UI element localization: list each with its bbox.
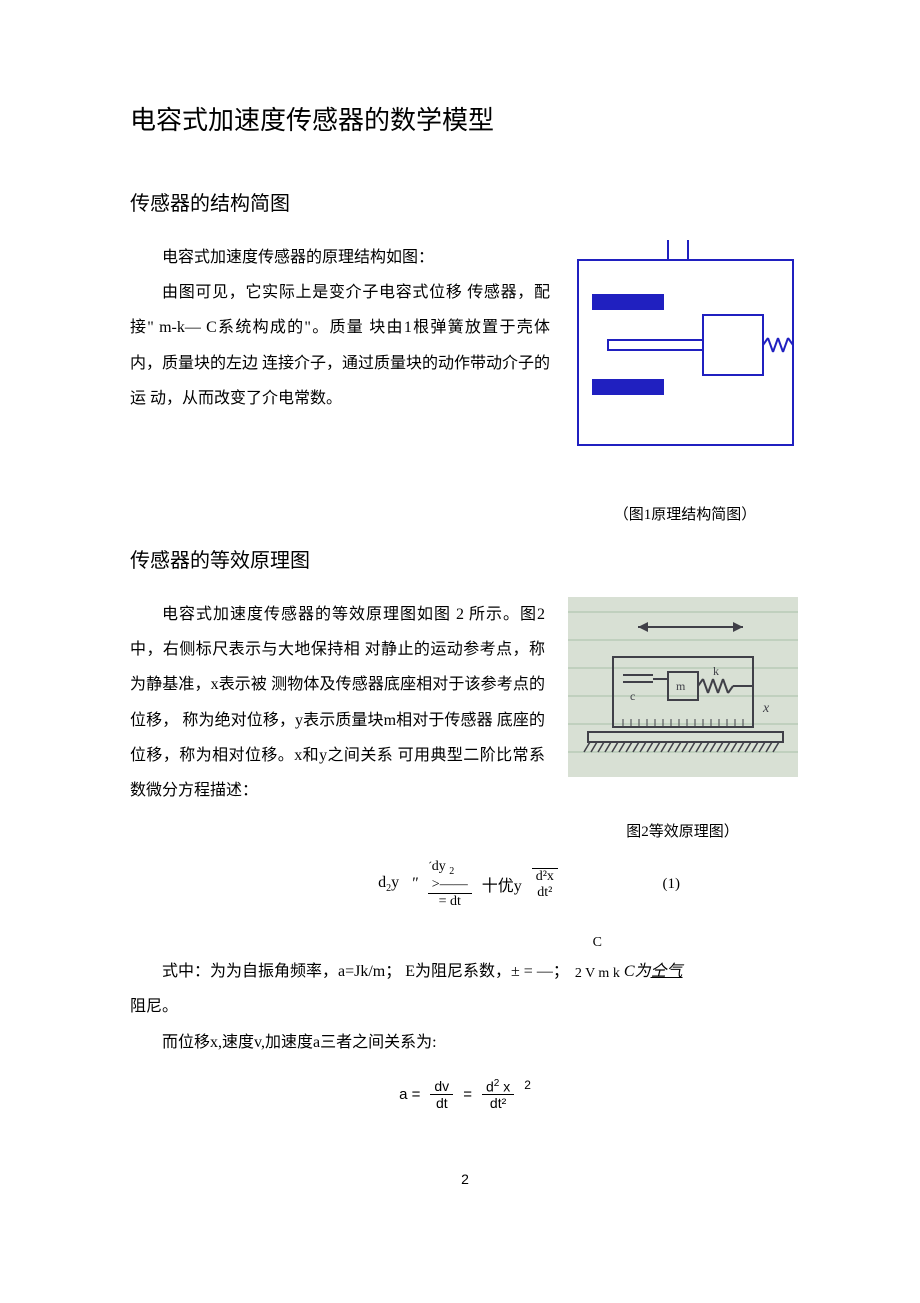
eq2-a: a = <box>399 1086 420 1103</box>
section1-heading: 传感器的结构简图 <box>130 187 800 216</box>
eq2-eq: = <box>463 1086 472 1103</box>
after-eq1-line1: 式中：为为自振角频率，a=Jk/m； E为阻尼系数，± = —； C 2 V m… <box>130 928 800 990</box>
eq1-frac2: d²x dt² <box>532 868 558 901</box>
equation-1: ˊ d2y " dy 2>—— = dt 十优y d²x dt² (1) <box>130 859 800 910</box>
figure2-block: m c k x 图2等效原理图） <box>565 597 800 841</box>
figure2-svg: m c k x <box>568 597 798 777</box>
section2-heading: 传感器的等效原理图 <box>130 544 800 573</box>
page-number: 2 <box>130 1171 800 1187</box>
eq1-number: (1) <box>663 876 681 893</box>
svg-text:k: k <box>713 664 719 678</box>
eq1-frac1: dy 2>—— = dt <box>428 859 472 910</box>
after-eq1-line2: 阻尼。 <box>130 989 800 1024</box>
eq1-mid: 十优y <box>482 872 522 896</box>
eq2-frac2: d2 x dt² <box>482 1078 514 1112</box>
eq1-lhs: d2y <box>378 874 399 894</box>
eq2-tail: 2 <box>524 1078 531 1092</box>
svg-text:x: x <box>762 701 770 716</box>
eq2-frac1: dv dt <box>430 1078 453 1111</box>
figure1-block: （图1原理结构简图） <box>570 240 800 524</box>
after-eq1-line3: 而位移x,速度v,加速度a三者之间关系为: <box>130 1025 800 1060</box>
figure2-caption: 图2等效原理图） <box>565 820 800 841</box>
equation-2: a = dv dt = d2 x dt² 2 <box>130 1078 800 1112</box>
figure1-svg <box>573 240 798 450</box>
figure1-caption: （图1原理结构简图） <box>570 503 800 524</box>
svg-text:c: c <box>630 689 635 703</box>
svg-text:m: m <box>676 679 686 693</box>
page-title: 电容式加速度传感器的数学模型 <box>130 100 800 137</box>
after-eq1-c: C为仝气 <box>624 954 683 989</box>
eq1-tick: ˊ <box>428 859 432 874</box>
eq1-quote: " <box>411 875 418 893</box>
